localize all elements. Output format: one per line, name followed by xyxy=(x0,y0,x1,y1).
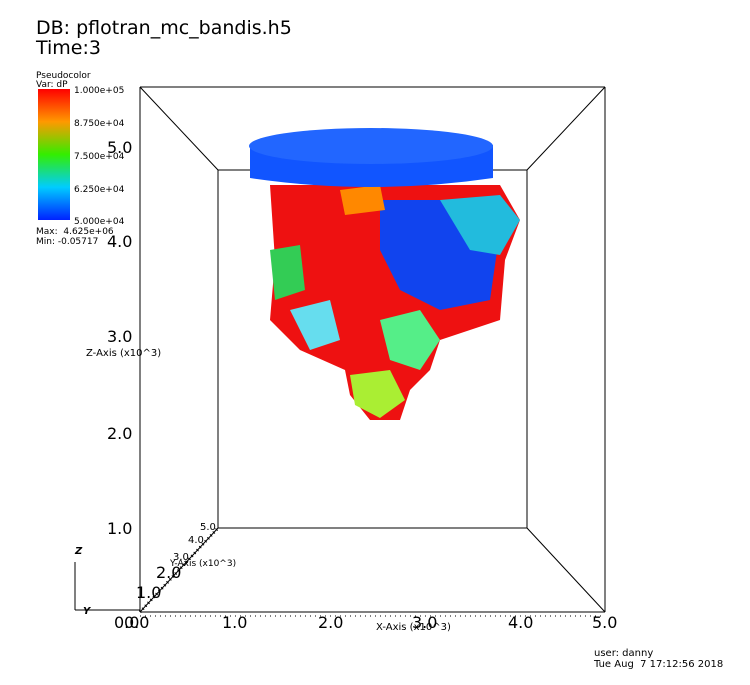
x-tick-label: 0.0 xyxy=(124,613,149,632)
region xyxy=(380,310,440,370)
y-tick-label: 1.0 xyxy=(136,583,161,602)
box-edge xyxy=(526,527,606,613)
legend-max: Max: 4.625e+06 xyxy=(36,227,114,237)
colorbar-label: 7.500e+04 xyxy=(74,152,125,162)
y-tick-label: 3.0 xyxy=(173,552,189,563)
colorbar-labels: 1.000e+05 8.750e+04 7.500e+04 6.250e+04 … xyxy=(74,86,125,227)
y-axis: 0.0 1.0 2.0 3.0 4.0 5.0 Y-Axis (x10^3) xyxy=(114,522,236,632)
cylinder-top xyxy=(249,128,493,164)
volume-render xyxy=(249,128,520,420)
z-axis-title: Z-Axis (x10^3) xyxy=(86,348,161,359)
z-tick-label: 4.0 xyxy=(107,232,132,251)
region xyxy=(440,195,520,255)
triad: Z Y xyxy=(74,546,140,617)
z-tick-label: 3.0 xyxy=(107,327,132,346)
date-label: Tue Aug 7 17:12:56 2018 xyxy=(593,659,723,670)
triad-y-label: Y xyxy=(83,606,92,617)
z-tick-label: 1.0 xyxy=(107,519,132,538)
region xyxy=(340,185,385,215)
x-tick-label: 5.0 xyxy=(592,613,617,632)
y-tick-label: 0.0 xyxy=(114,613,139,632)
y-tick-label: 2.0 xyxy=(156,563,181,582)
region xyxy=(270,245,305,300)
y-tick-label: 5.0 xyxy=(200,522,216,533)
colorbar-label: 8.750e+04 xyxy=(74,119,125,129)
x-axis: 0.0 1.0 2.0 3.0 4.0 5.0 X-Axis (x10^3) xyxy=(124,613,617,633)
y-axis-title: Y-Axis (x10^3) xyxy=(169,559,236,569)
x-tick-label: 4.0 xyxy=(508,613,533,632)
legend-min: Min: -0.05717 xyxy=(36,237,98,247)
legend-plot: Pseudocolor xyxy=(36,71,91,81)
region xyxy=(350,370,405,418)
x-tick-label: 1.0 xyxy=(222,613,247,632)
x-tick-label: 2.0 xyxy=(318,613,343,632)
z-tick-label: 2.0 xyxy=(107,424,132,443)
region xyxy=(290,300,340,350)
box-edge xyxy=(139,527,219,613)
bounding-box xyxy=(139,86,606,613)
box-edge xyxy=(139,86,219,171)
colorbar-label: 6.250e+04 xyxy=(74,185,125,195)
y-tick-label: 4.0 xyxy=(188,535,204,546)
user-label: user: danny xyxy=(594,648,653,659)
db-title: DB: pflotran_mc_bandis.h5 xyxy=(36,17,292,39)
time-label: Time:3 xyxy=(35,37,101,59)
colorbar-label: 5.000e+04 xyxy=(74,217,125,227)
z-axis: 5.0 4.0 3.0 2.0 1.0 Z-Axis (x10^3) xyxy=(86,138,161,538)
z-tick-label: 5.0 xyxy=(107,138,132,157)
legend-var: Var: dP xyxy=(36,80,68,90)
x-tick-label: 3.0 xyxy=(412,613,437,632)
colorbar-label: 1.000e+05 xyxy=(74,86,124,96)
triad-z-label: Z xyxy=(74,546,83,557)
box-edge xyxy=(526,86,606,171)
x-axis-title: X-Axis (x10^3) xyxy=(376,622,451,633)
colorbar xyxy=(38,89,70,220)
